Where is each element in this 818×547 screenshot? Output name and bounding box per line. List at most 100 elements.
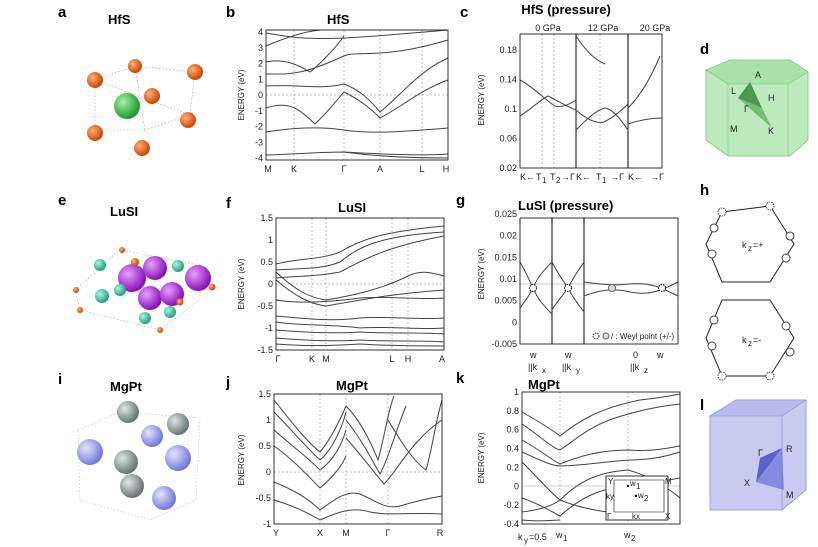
g-x-0: 0 [633,350,638,360]
svg-text:X: X [665,512,671,521]
xtick-b-4: L [419,164,424,174]
bz-d-L: L [731,86,736,96]
svg-text:2: 2 [631,534,636,543]
ytick-b-6: -2 [255,122,263,132]
legend-g: / : Weyl point (+/-) [611,332,675,341]
xtick-f-4: H [405,354,412,364]
bz-l-X: X [744,478,750,488]
ytick-j-5: -1 [263,519,271,529]
svg-text:2: 2 [644,494,649,503]
ytick-j-2: 0.5 [258,441,271,451]
kpath-c: K← T 1 T 2 →Γ K← T 1 →Γ K← →Γ [520,172,664,185]
svg-text:z: z [644,366,648,375]
xtick-j-2: M [342,528,350,538]
g-x-w2: w [564,350,572,360]
xtick-b-5: H [443,164,450,174]
svg-text:||k: ||k [528,362,538,372]
inset-k: Y M Γ X ky kx w 1 w 2 [605,475,672,521]
bz-d-Gamma: Γ [744,104,749,114]
pressure-0: 0 GPa [535,23,561,33]
bz-d-K: K [768,126,774,136]
ytick-f-3: 0 [268,279,273,289]
svg-text:=-: =- [753,335,761,345]
crystal-hfs: HfS [87,12,203,156]
bz-l-R: R [786,444,793,454]
ytick-g-4: 0.005 [494,296,517,306]
xtick-j-3: Γ [386,528,391,538]
title-g: LuSI (pressure) [518,198,613,213]
ylabel-j: ENERGY (eV) [237,434,246,485]
bandplot-j: MgPt ENERGY (eV) 1.5 1 0.5 0 -0.5 -1 Y X M Γ R [237,378,444,538]
ytick-c-2: 0.1 [504,104,517,114]
bz-d-M: M [730,124,738,134]
weyl-points-g [528,283,667,293]
panel-label-g: g [456,192,465,209]
panel-label-b: b [226,4,235,21]
ylabel-b: ENERGY (eV) [237,69,246,120]
panel-label-l: l [700,397,704,414]
ytick-k-1: 0.8 [506,406,519,416]
ytick-j-1: 1 [266,415,271,425]
ytick-g-0: 0.025 [494,209,517,219]
ytick-b-7: -3 [255,137,263,147]
svg-text:1: 1 [542,176,547,185]
title-b: HfS [327,12,350,27]
svg-text:1: 1 [602,176,607,185]
ytick-b-3: 1 [258,74,263,84]
xtick-j-1: X [317,528,323,538]
ytick-c-4: 0.02 [499,163,517,173]
ytick-f-2: 0.5 [260,257,273,267]
brillouin-zone-l: Γ R X M [708,399,807,511]
ytick-k-6: -0.2 [503,500,519,510]
panel-label-j: j [225,374,230,391]
title-k: MgPt [528,377,560,392]
brillouin-zone-d: A L H Γ M K [705,59,809,157]
xtick-f-1: K [309,354,315,364]
svg-text:y: y [576,366,580,375]
ylabel-g: ENERGY (eV) [477,248,486,299]
svg-text:→Γ: →Γ [650,172,664,182]
svg-text:T: T [550,172,556,182]
xtick-f-5: A [439,354,445,364]
xtick-b-2: Γ [342,164,347,174]
svg-text:2: 2 [556,176,561,185]
svg-text:=0.5: =0.5 [529,532,547,542]
svg-text:k: k [742,335,747,345]
svg-text:→Γ: →Γ [610,172,624,182]
title-c: HfS (pressure) [521,2,611,17]
g-x-w3: w [656,350,664,360]
svg-text:w: w [555,530,563,540]
svg-text:→Γ: →Γ [561,172,575,182]
svg-text:||k: ||k [630,362,640,372]
bandplot-b: HfS ENERGY (eV) 4 3 2 1 0 -1 -2 -3 -4 M K Γ A L H [237,12,449,174]
svg-text:x: x [542,366,546,375]
panel-label-i: i [58,371,62,388]
bz-d-A: A [755,70,761,80]
ytick-b-0: 4 [258,27,263,37]
svg-text:K←: K← [576,172,591,182]
ylabel-c: ENERGY (eV) [477,74,486,125]
ytick-k-4: 0.2 [506,462,519,472]
bz-l-M: M [786,490,794,500]
title-e: LuSI [110,204,138,219]
ytick-b-5: -1 [255,106,263,116]
xtick-j-4: R [437,528,444,538]
svg-text:z: z [748,244,752,253]
ytick-b-1: 3 [258,43,263,53]
ytick-g-2: 0.015 [494,252,517,262]
panel-label-e: e [58,192,66,209]
svg-text:k: k [518,532,523,542]
xtick-b-0: M [264,164,272,174]
ytick-f-4: -0.5 [257,301,273,311]
svg-text:T: T [596,172,602,182]
ytick-c-1: 0.14 [499,75,517,85]
xtick-b-3: A [377,164,383,174]
ytick-f-1: 1 [268,235,273,245]
xtick-j-0: Y [273,528,279,538]
ytick-g-1: 0.02 [499,231,517,241]
g-x-w1: w [529,350,537,360]
title-i: MgPt [110,379,142,394]
bandplot-c: HfS (pressure) 0 GPa 12 GPa 20 GPa ENERG… [477,2,670,185]
